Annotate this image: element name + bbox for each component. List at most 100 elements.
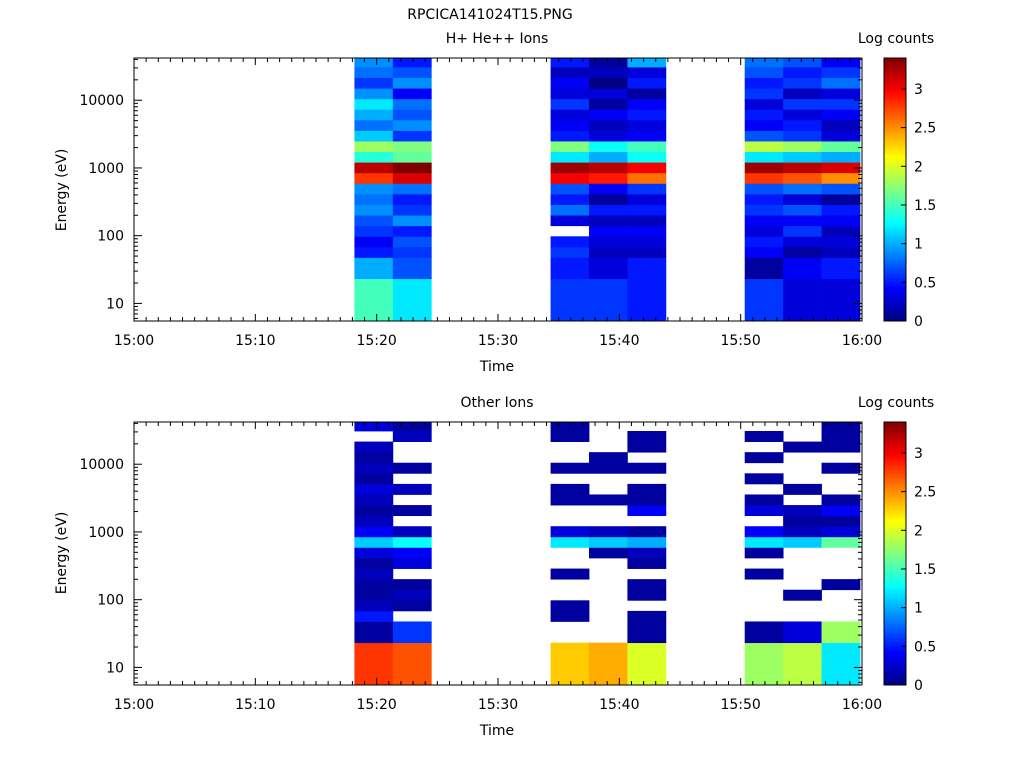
heatmap-cell: [627, 505, 667, 517]
heatmap-cell: [589, 225, 628, 237]
heatmap-cell: [354, 278, 394, 290]
colorbar-segment: [884, 314, 906, 318]
heatmap-cell: [589, 674, 628, 686]
colorbar-segment: [884, 121, 906, 125]
heatmap-cell: [354, 632, 394, 644]
x-tick-label: 15:00: [114, 333, 154, 349]
heatmap-cell: [821, 431, 861, 442]
colorbar-segment: [884, 435, 906, 438]
heatmap-cell: [589, 236, 628, 248]
heatmap-cell: [783, 310, 822, 322]
heatmap-cell: [354, 109, 394, 121]
colorbar-segment: [884, 608, 906, 611]
colorbar-segment: [884, 316, 906, 320]
colorbar-segment: [884, 500, 906, 504]
colorbar-segment: [884, 441, 906, 445]
colorbar-segment: [884, 312, 906, 315]
heatmap-cell: [550, 462, 590, 474]
heatmap-cell: [627, 193, 667, 205]
heatmap-cell: [550, 77, 590, 89]
colorbar-segment: [884, 182, 906, 186]
colorbar-segment: [884, 564, 906, 568]
colorbar-segment: [884, 285, 906, 289]
panel-bottom-axes: 15:00 15:10 15:20 15:30 15:40 15:50 16:00 10 100…: [79, 421, 882, 713]
colorbar-segment: [884, 671, 906, 675]
heatmap-cell: [744, 310, 784, 322]
heatmap-cell: [392, 526, 432, 538]
heatmap-cell: [392, 215, 432, 227]
panel-top-title: H+ He++ Ions: [446, 31, 549, 47]
colorbar-segment: [884, 82, 906, 85]
heatmap-cell: [550, 130, 590, 142]
heatmap-cell: [783, 151, 822, 163]
colorbar-segment: [884, 577, 906, 581]
colorbar-segment: [884, 58, 906, 61]
colorbar-segment: [884, 93, 906, 96]
panel-top-xlabel: Time: [479, 359, 514, 375]
colorbar-segment: [884, 261, 906, 265]
heatmap-cell: [821, 663, 861, 675]
heatmap-cell: [392, 299, 432, 311]
colorbar-segment: [884, 584, 906, 587]
colorbar-segment: [884, 665, 906, 668]
colorbar-segment: [884, 259, 906, 263]
heatmap-cell: [392, 505, 432, 517]
heatmap-cell: [392, 289, 432, 301]
colorbar-segment: [884, 244, 906, 247]
colorbar-segment: [884, 141, 906, 144]
heatmap-cell: [821, 515, 861, 527]
colorbar-segment: [884, 509, 906, 513]
colorbar-segment: [884, 656, 906, 660]
colorbar-segment: [884, 239, 906, 243]
colorbar-segment: [884, 237, 906, 241]
colorbar-segment: [884, 531, 906, 535]
colorbar-tick-label: 0: [914, 678, 923, 694]
colorbar-segment: [884, 211, 906, 215]
colorbar-segment: [884, 660, 906, 664]
heatmap-cell: [783, 193, 822, 205]
heatmap-cell: [627, 663, 667, 675]
heatmap-cell: [392, 225, 432, 237]
heatmap-cell: [354, 215, 394, 227]
heatmap-cell: [783, 483, 822, 495]
heatmap-cell: [627, 119, 667, 131]
colorbar-segment: [884, 165, 906, 169]
heatmap-cell: [589, 119, 628, 131]
heatmap-cell: [392, 310, 432, 322]
heatmap-cell: [783, 268, 822, 280]
colorbar-segment: [884, 465, 906, 469]
heatmap-cell: [550, 162, 590, 174]
heatmap-cell: [627, 579, 667, 591]
colorbar-segment: [884, 123, 906, 127]
colorbar-segment: [884, 233, 906, 237]
heatmap-cell: [550, 310, 590, 322]
colorbar-segment: [884, 209, 906, 212]
heatmap-cell: [392, 632, 432, 644]
colorbar-segment: [884, 207, 906, 210]
heatmap-cell: [744, 663, 784, 675]
heatmap-cell: [744, 151, 784, 163]
y-tick-label: 100: [97, 229, 124, 245]
colorbar-segment: [884, 481, 906, 484]
colorbar-segment: [884, 60, 906, 63]
colorbar-segment: [884, 226, 906, 230]
heatmap-cell: [627, 278, 667, 290]
colorbar-segment: [884, 68, 906, 72]
heatmap-cell: [589, 289, 628, 301]
colorbar-segment: [884, 246, 906, 250]
colorbar-segment: [884, 161, 906, 164]
heatmap-cell: [821, 109, 861, 121]
colorbar-tick-label: 2.5: [914, 485, 936, 501]
heatmap-cell: [354, 141, 394, 153]
y-tick-label: 10000: [79, 93, 124, 109]
heatmap-cell: [392, 236, 432, 248]
heatmap-cell: [354, 515, 394, 527]
colorbar-segment: [884, 228, 906, 232]
colorbar-segment: [884, 235, 906, 239]
heatmap-cell: [354, 246, 394, 258]
colorbar-segment: [884, 90, 906, 94]
heatmap-cell: [821, 257, 861, 269]
x-tick-label: 15:50: [720, 333, 760, 349]
heatmap-cell: [392, 422, 432, 432]
heatmap-cell: [392, 462, 432, 474]
